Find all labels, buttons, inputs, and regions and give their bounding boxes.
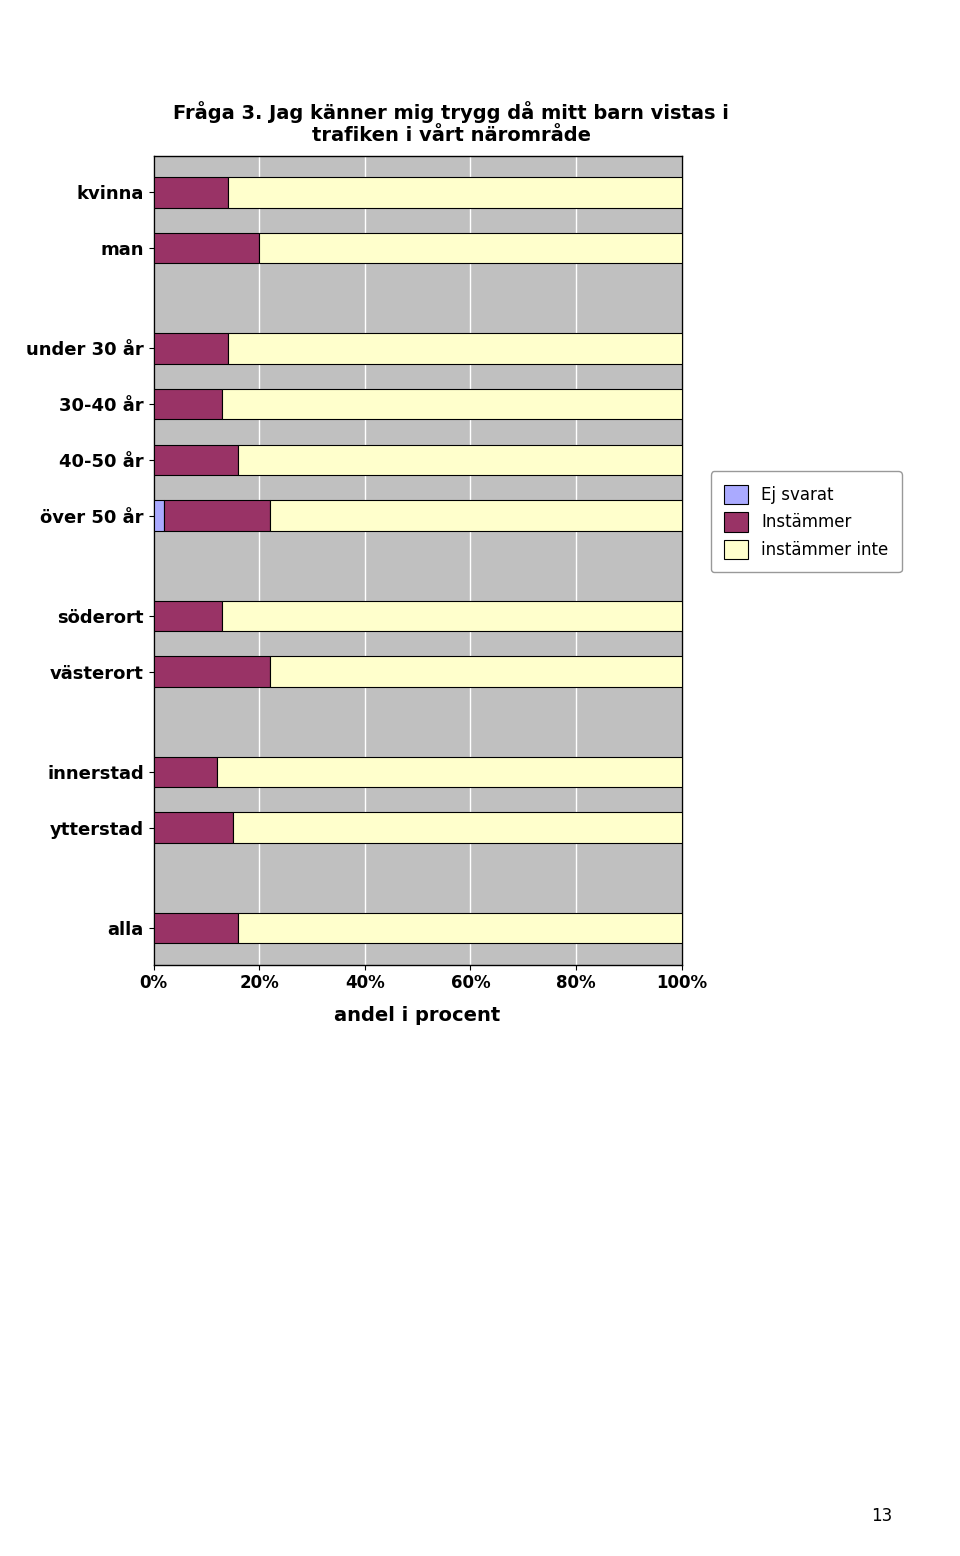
Bar — [259, 233, 682, 263]
Bar — [154, 389, 223, 420]
Bar — [228, 177, 682, 207]
Bar — [154, 177, 228, 207]
Bar — [164, 501, 270, 531]
Bar — [223, 389, 682, 420]
Text: 13: 13 — [872, 1506, 893, 1525]
Bar — [238, 913, 682, 943]
Bar — [270, 657, 682, 686]
X-axis label: andel i procent: andel i procent — [334, 1007, 501, 1025]
Bar — [217, 756, 682, 787]
Bar — [154, 756, 217, 787]
Bar — [233, 812, 682, 843]
Bar — [154, 445, 238, 475]
Bar — [223, 601, 682, 632]
Bar — [154, 501, 164, 531]
Bar — [154, 601, 223, 632]
Bar — [154, 812, 233, 843]
Bar — [238, 445, 682, 475]
Legend: Ej svarat, Instämmer, instämmer inte: Ej svarat, Instämmer, instämmer inte — [711, 471, 901, 573]
Bar — [154, 913, 238, 943]
Text: Fråga 3. Jag känner mig trygg då mitt barn vistas i
trafiken i vårt närområde: Fråga 3. Jag känner mig trygg då mitt ba… — [173, 101, 730, 145]
Bar — [270, 501, 682, 531]
Bar — [154, 333, 228, 364]
Bar — [228, 333, 682, 364]
Bar — [154, 657, 270, 686]
Bar — [154, 233, 259, 263]
